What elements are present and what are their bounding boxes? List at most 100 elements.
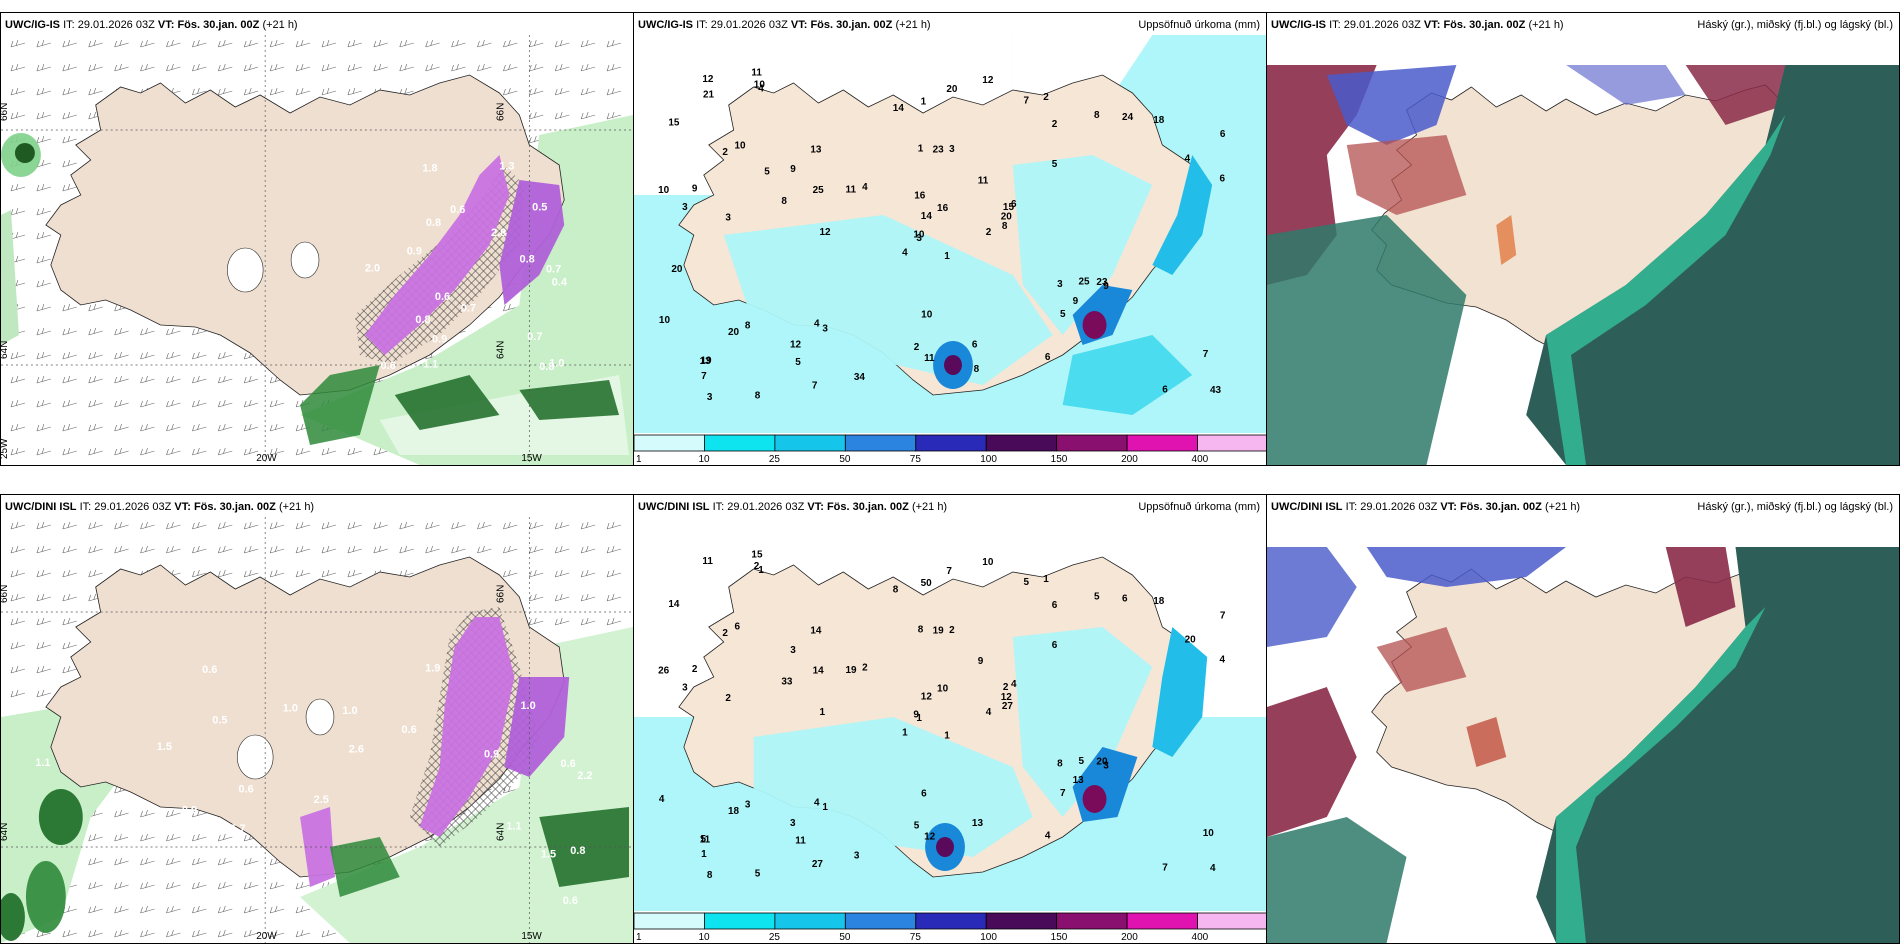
wind-barb: [36, 399, 51, 408]
wind-barb: [503, 545, 518, 554]
it-label: IT:: [1329, 19, 1341, 31]
wind-barb: [166, 447, 181, 456]
value-label: 6: [972, 339, 978, 350]
value-label: 9: [978, 656, 984, 667]
colorbar-tick: 50: [839, 932, 851, 943]
value-label: 5: [914, 821, 920, 832]
wind-barb: [192, 833, 207, 842]
wind-barb: [243, 521, 259, 530]
snow-depth-label: 0.6: [202, 664, 217, 676]
rain-core: [1, 893, 25, 941]
value-label: 16: [914, 191, 926, 202]
map-area[interactable]: 1 2 3 19 15 3 2 3 2 2 4 43 3 6 4 5 8 1 11 8 4 7 5 23 6 9 10 1 3 3 6 10 2…: [634, 35, 1266, 433]
value-label: 3: [682, 202, 688, 213]
precip-heavy: [1152, 627, 1208, 757]
wind-barb: [62, 447, 77, 456]
wind-barb: [554, 545, 570, 554]
wind-barb: [477, 39, 492, 48]
wind-barb: [36, 617, 51, 626]
map-area[interactable]: 0.5 0.6 0.6 2.2 0.6 0.8 5.7 1.9 1.5 1.0 1.5 1.1 0.9 0…: [1, 517, 633, 943]
vt-label: VT:: [174, 501, 191, 513]
value-label: 9: [1103, 281, 1109, 292]
wind-barb: [192, 327, 207, 336]
wind-barb: [88, 447, 103, 456]
snow-depth-label: 0.4: [552, 276, 568, 288]
colorbar-svg: 1 10 25 50 75 100 150 200 400: [634, 912, 1266, 943]
value-label: 10: [658, 185, 670, 196]
wind-barb: [192, 87, 207, 96]
wind-barb: [36, 447, 51, 456]
value-label: 4: [1011, 679, 1017, 690]
value-label: 11: [702, 556, 713, 567]
it-value: 29.01.2026 03Z: [710, 19, 788, 31]
map-area[interactable]: [1267, 35, 1899, 465]
value-label: 6: [1220, 129, 1226, 140]
wind-barb: [321, 87, 337, 96]
snow-depth-label: 0.9: [407, 245, 422, 257]
value-label: 3: [949, 144, 955, 155]
wind-barb: [347, 39, 362, 48]
vt-value: Fös. 30.jan. 00Z: [810, 19, 893, 31]
snow-depth-label: 1.5: [541, 848, 556, 860]
value-label: 7: [1023, 95, 1029, 106]
wind-barb: [10, 521, 26, 530]
wind-barb: [243, 857, 259, 866]
wind-barb: [243, 929, 259, 938]
value-label: 27: [1002, 701, 1014, 712]
precip-mid: [1062, 335, 1193, 415]
value-label: 10: [754, 79, 766, 90]
wind-barb: [114, 521, 129, 530]
value-label: 14: [810, 626, 822, 637]
value-label: 9: [790, 164, 796, 175]
value-label: 4: [1185, 154, 1191, 165]
wind-barb: [36, 593, 51, 602]
high-cloud-bands: [1376, 627, 1467, 692]
map-area[interactable]: 1 2 1 5 2 1 1 2 6 4 1 4 2 7 1 6 5 8 9 3 2 1 11 19 4 3 6 50 3 8 4 9 5 12 14…: [634, 517, 1266, 911]
wind-barb: [243, 87, 259, 96]
precip-values: 1215211264142716589321111943650384951214…: [658, 549, 1226, 881]
wind-barb: [192, 351, 207, 360]
wind-barb: [554, 87, 570, 96]
wind-barb: [36, 689, 51, 698]
value-label: 7: [946, 566, 952, 577]
snow-depth-label: 0.9: [432, 334, 447, 346]
lon-label: 20W: [256, 453, 277, 464]
mid-cloud: [1566, 65, 1686, 105]
value-label: 4: [814, 318, 820, 329]
cloud-edge: [1546, 115, 1786, 465]
wind-barb: [88, 351, 103, 360]
value-label: 5: [1094, 592, 1100, 603]
snow-depth-label: 0.8: [520, 253, 535, 265]
wind-barb: [62, 665, 77, 674]
panel-igis-snow-wind: UWC/IG-IS IT: 29.01.2026 03Z VT: Fös. 30…: [0, 12, 634, 466]
panel-header: UWC/IG-IS IT: 29.01.2026 03Z VT: Fös. 30…: [1, 13, 633, 35]
value-label: 5: [700, 834, 706, 845]
wind-barb: [114, 881, 129, 890]
rain-green: [300, 365, 380, 445]
vt-label: VT:: [790, 19, 808, 31]
value-label: 10: [659, 315, 671, 326]
wind-barb: [580, 617, 596, 626]
parameter-title: Háský (gr.), miðský (fj.bl.) og lágský (…: [1697, 501, 1893, 513]
snow-depth-label: 0.8: [570, 845, 585, 857]
colorbar-bin: [985, 912, 1058, 930]
wind-barb: [62, 135, 77, 144]
value-label: 14: [813, 665, 825, 676]
wind-barb: [140, 881, 155, 890]
colorbar-svg: 1 10 25 50 75 100 150 200 400: [634, 434, 1266, 465]
value-label: 12: [921, 691, 933, 702]
wind-barb: [10, 399, 26, 408]
wind-barb: [243, 447, 259, 456]
wind-barb: [166, 521, 181, 530]
wind-barb: [580, 521, 596, 530]
panel-dini-snow-wind: UWC/DINI ISL IT: 29.01.2026 03Z VT: Fös.…: [0, 494, 634, 944]
value-label: 1: [944, 731, 950, 742]
value-label: 6: [1220, 174, 1226, 185]
map-area[interactable]: 0.8 0.7 2.8 0.4 0.6 1.0 0.9 1.3 0.8 0.5 0.9 0.7 0.8 1…: [1, 35, 633, 465]
wind-barb: [166, 63, 181, 72]
map-area[interactable]: [1267, 517, 1899, 943]
value-label: 12: [924, 832, 936, 843]
wind-barb: [114, 857, 129, 866]
wind-barb: [88, 327, 103, 336]
wind-barb: [243, 905, 259, 914]
